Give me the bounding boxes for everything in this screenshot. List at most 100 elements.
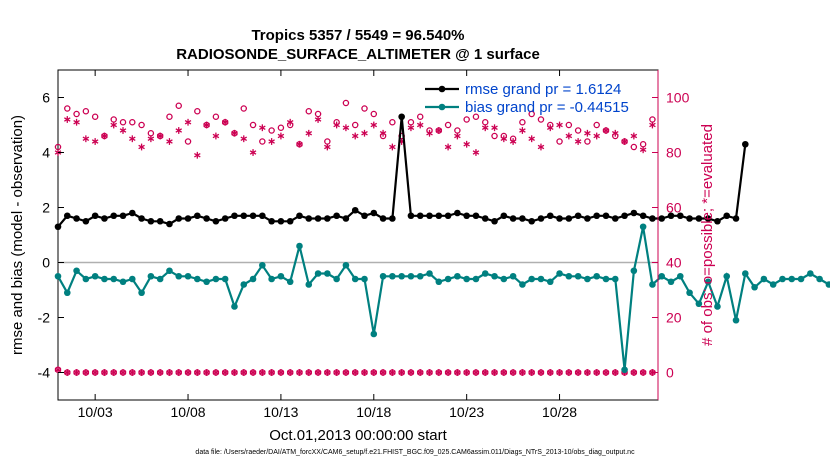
obs-evaluated-marker — [175, 369, 183, 376]
bias-point — [444, 275, 452, 283]
obs-possible-marker — [259, 138, 266, 145]
rmse-point — [704, 215, 712, 222]
rmse-point — [649, 215, 656, 222]
obs-evaluated-marker — [546, 369, 554, 376]
rmse-point — [676, 212, 684, 220]
obs-evaluated-marker — [398, 369, 405, 376]
bias-point — [797, 275, 805, 283]
obs-evaluated-marker — [194, 151, 201, 159]
obs-evaluated-marker — [324, 143, 331, 151]
x-tick-label: 10/08 — [171, 404, 206, 420]
obs-possible-marker — [184, 138, 192, 145]
obs-evaluated-marker — [463, 140, 470, 148]
obs-possible-marker — [519, 119, 526, 126]
bias-point — [259, 261, 266, 269]
bias-point — [54, 272, 62, 280]
obs-evaluated-marker — [119, 369, 127, 376]
obs-evaluated-marker — [203, 369, 210, 376]
rmse-point — [324, 215, 331, 222]
obs-evaluated-marker — [416, 369, 424, 376]
bias-point — [156, 275, 164, 283]
rmse-point — [184, 215, 192, 222]
rmse-point — [231, 212, 238, 220]
rmse-point — [742, 140, 749, 148]
bias-point — [138, 289, 145, 297]
obs-evaluated-marker — [259, 369, 266, 376]
rmse-point — [481, 215, 489, 222]
obs-possible-marker — [630, 143, 638, 151]
bias-point — [333, 275, 340, 283]
rmse-point — [723, 212, 731, 220]
obs-possible-marker — [574, 127, 582, 134]
rmse-point — [509, 215, 517, 222]
bias-point — [361, 275, 368, 283]
obs-evaluated-marker — [463, 369, 470, 376]
bias-point — [695, 300, 703, 308]
obs-evaluated-marker — [296, 369, 303, 376]
bias-point — [611, 275, 619, 283]
obs-evaluated-marker — [351, 132, 359, 140]
bias-point — [472, 275, 480, 283]
obs-evaluated-marker — [630, 132, 638, 140]
obs-evaluated-marker — [574, 369, 582, 376]
bias-point — [231, 303, 238, 310]
obs-possible-marker — [537, 116, 545, 123]
rmse-point — [416, 212, 424, 220]
obs-evaluated-marker — [156, 369, 164, 376]
obs-evaluated-marker — [454, 132, 461, 140]
bias-point — [398, 272, 405, 280]
rmse-point — [667, 212, 675, 220]
obs-evaluated-marker — [435, 369, 443, 376]
y-tick-label-right: 0 — [666, 365, 674, 381]
bias-point — [621, 366, 628, 374]
bias-point — [277, 272, 285, 280]
bias-point — [268, 275, 275, 283]
obs-evaluated-marker — [426, 369, 433, 376]
legend-marker — [438, 85, 446, 93]
rmse-point — [528, 217, 535, 225]
bias-point — [63, 289, 71, 297]
bias-point — [435, 278, 443, 286]
bias-point — [129, 275, 136, 283]
obs-evaluated-marker — [379, 129, 387, 137]
rmse-point — [240, 212, 248, 220]
obs-evaluated-marker — [342, 124, 350, 132]
legend-marker — [438, 103, 446, 111]
rmse-point — [82, 217, 90, 225]
obs-evaluated-marker — [519, 369, 526, 376]
y-tick-label-right: 80 — [666, 145, 682, 161]
rmse-point — [249, 212, 257, 220]
obs-evaluated-marker — [435, 127, 443, 134]
obs-evaluated-marker — [286, 369, 294, 376]
obs-possible-marker — [305, 108, 313, 115]
bias-point — [221, 275, 229, 283]
rmse-point — [110, 212, 118, 220]
obs-evaluated-marker — [500, 369, 508, 376]
rmse-point — [194, 212, 201, 220]
obs-evaluated-marker — [324, 369, 331, 376]
bias-point — [546, 278, 554, 286]
obs-evaluated-marker — [407, 369, 415, 376]
y-tick-label-right: 20 — [666, 310, 682, 326]
x-tick-label: 10/13 — [263, 404, 298, 420]
rmse-point — [621, 212, 628, 220]
obs-evaluated-marker — [491, 124, 498, 132]
obs-possible-marker — [82, 108, 90, 115]
rmse-point — [444, 212, 452, 220]
bias-point — [528, 275, 535, 283]
bias-point — [704, 278, 712, 286]
obs-evaluated-marker — [370, 121, 378, 129]
obs-evaluated-marker — [416, 121, 424, 129]
obs-evaluated-marker — [621, 138, 628, 145]
obs-evaluated-marker — [286, 118, 294, 126]
obs-evaluated-marker — [649, 121, 656, 129]
obs-possible-marker — [64, 105, 71, 112]
rmse-point — [556, 215, 563, 222]
obs-possible-marker — [491, 132, 498, 140]
obs-evaluated-marker — [361, 129, 368, 137]
bias-point — [407, 272, 415, 280]
bias-point — [389, 272, 396, 280]
bias-point — [491, 272, 498, 280]
bias-series — [54, 223, 830, 374]
